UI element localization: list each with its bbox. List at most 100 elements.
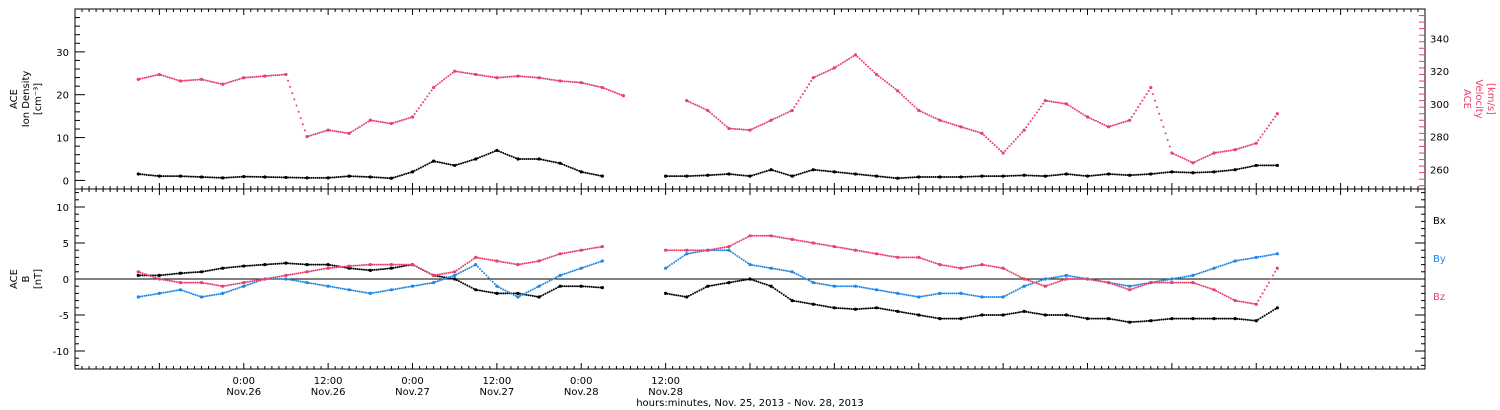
bz-point-fill: [1006, 269, 1009, 272]
bx-point-fill: [171, 273, 174, 276]
bz-point-fill: [673, 249, 676, 252]
velocity-point-fill: [257, 75, 260, 78]
bz-point-fill: [997, 266, 1000, 269]
bx-point-fill: [871, 307, 874, 310]
density-point-fill: [1000, 175, 1003, 178]
velocity-point: [917, 108, 921, 113]
bx-point-fill: [1194, 317, 1197, 320]
bx-point-fill: [888, 308, 891, 311]
bz-point-fill: [763, 234, 766, 237]
bz-point-fill: [595, 246, 598, 249]
density-point-fill: [871, 174, 874, 177]
by-point: [474, 263, 478, 267]
bz-point-fill: [257, 279, 260, 282]
density-point-fill: [753, 173, 756, 176]
bz-point-fill: [479, 257, 481, 260]
bx-point-fill: [943, 317, 946, 320]
density-point-fill: [900, 177, 903, 180]
by-point-fill: [1187, 275, 1190, 278]
bx-point-fill: [398, 265, 401, 268]
bz-point-fill: [884, 254, 886, 257]
bz-point-fill: [1090, 278, 1093, 281]
by-point-fill: [898, 292, 901, 295]
by-point-fill: [318, 283, 321, 286]
bz-point-fill: [751, 234, 754, 237]
velocity-point-fill: [755, 126, 758, 129]
by-point-fill: [540, 284, 543, 287]
bz-point-fill: [314, 269, 317, 272]
bx-point-fill: [1054, 314, 1057, 316]
density-point-fill: [921, 176, 924, 178]
bz-point: [1106, 281, 1111, 285]
bz-point: [157, 277, 161, 281]
density-point-fill: [824, 170, 827, 172]
velocity-point-fill: [1204, 155, 1207, 158]
by-point-fill: [774, 267, 777, 270]
by-point-fill: [278, 278, 281, 280]
bx-point: [1170, 317, 1174, 321]
bx-point-fill: [173, 272, 176, 275]
bz-point-fill: [322, 267, 325, 270]
bz-point-fill: [968, 265, 971, 268]
bx-point-fill: [816, 303, 819, 306]
bx-point-fill: [1033, 312, 1036, 315]
bx-point-fill: [215, 268, 218, 271]
bz-point: [537, 259, 541, 263]
bz-point-fill: [268, 277, 271, 280]
density-point-fill: [744, 174, 747, 177]
by-point-fill: [860, 286, 863, 289]
density-point-fill: [282, 176, 285, 179]
bx-point-fill: [1071, 315, 1074, 318]
bz-point-fill: [149, 275, 152, 278]
bx-point-fill: [310, 263, 313, 266]
bx-point-fill: [964, 316, 967, 319]
bz-point-fill: [1048, 283, 1051, 286]
by-point-fill: [371, 292, 374, 295]
density-point: [1233, 168, 1237, 172]
by-point-fill: [786, 270, 789, 273]
bz-point-fill: [297, 272, 300, 275]
bz-point-fill: [1082, 278, 1085, 280]
bx-point-fill: [915, 313, 918, 316]
bx-point-fill: [1008, 312, 1011, 315]
by-point-fill: [976, 295, 979, 298]
velocity-point-fill: [190, 79, 193, 82]
bx-point-fill: [192, 271, 195, 274]
bz-point-fill: [291, 273, 294, 276]
legend-bx: Bx: [1433, 216, 1446, 227]
by-point-fill: [742, 259, 745, 262]
density-point-fill: [1251, 165, 1254, 168]
by-point-fill: [972, 294, 975, 297]
bz-point-fill: [234, 283, 237, 286]
velocity-point-fill: [592, 84, 595, 87]
velocity-point-fill: [187, 79, 190, 82]
bz-point-fill: [164, 279, 167, 282]
bz-point-fill: [1130, 288, 1133, 291]
bz-point-fill: [202, 281, 205, 284]
velocity-point-fill: [295, 104, 298, 107]
by-point-fill: [818, 282, 821, 285]
by-point-fill: [341, 287, 344, 290]
density-point-fill: [413, 169, 416, 172]
by-point-fill: [884, 290, 886, 293]
density-point: [242, 174, 246, 179]
density-point-fill: [301, 176, 304, 179]
velocity-point-fill: [1050, 100, 1053, 103]
bx-point: [1128, 320, 1132, 324]
by-point: [242, 284, 246, 288]
velocity-point-fill: [607, 89, 610, 91]
bz-point-fill: [734, 242, 737, 245]
bz-point: [769, 234, 773, 238]
bx-point-fill: [905, 311, 908, 314]
bx-point-fill: [164, 273, 167, 276]
by-point-fill: [211, 294, 214, 297]
density-point-fill: [386, 177, 389, 180]
bz-point-fill: [689, 249, 692, 252]
density-point-fill: [230, 176, 233, 179]
bx-point-fill: [400, 265, 403, 268]
bz-point-fill: [1116, 284, 1119, 287]
velocity-point-fill: [441, 80, 444, 82]
by-point-fill: [740, 257, 743, 260]
velocity-point-fill: [1261, 133, 1264, 136]
by-point-fill: [909, 294, 912, 297]
